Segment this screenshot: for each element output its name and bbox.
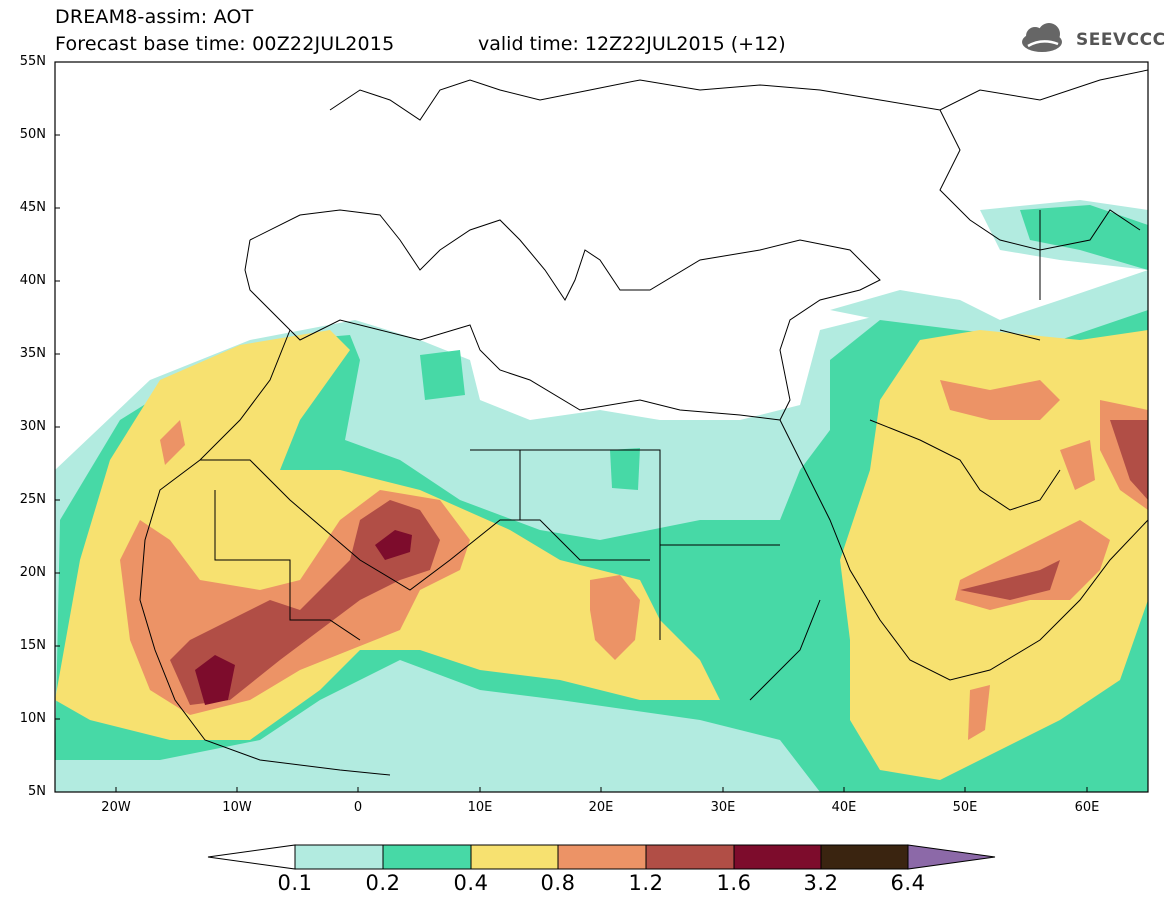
lon-label: 10E bbox=[467, 800, 493, 815]
aot-layer-1-6 bbox=[195, 530, 412, 705]
lat-label: 30N bbox=[19, 419, 46, 434]
lon-label: 0 bbox=[353, 800, 363, 815]
forecast-base-time: Forecast base time: 00Z22JUL2015 bbox=[55, 33, 395, 55]
colorbar-bin-5 bbox=[645, 844, 735, 870]
axis-ticks bbox=[55, 61, 1088, 793]
lon-label: 20W bbox=[101, 800, 131, 815]
chart-title: DREAM8-assim: AOT bbox=[55, 6, 254, 28]
cloud-logo-icon bbox=[1022, 23, 1062, 52]
colorbar-bin-6 bbox=[733, 844, 822, 870]
lat-label: 35N bbox=[19, 346, 46, 361]
colorbar-bin-7 bbox=[820, 844, 909, 870]
coastlines bbox=[139, 69, 1148, 776]
lon-label: 50E bbox=[952, 800, 978, 815]
colorbar-bin-3 bbox=[470, 844, 559, 870]
aot-layer-1-2 bbox=[170, 420, 1148, 705]
lat-label: 10N bbox=[19, 711, 46, 726]
colorbar-over-arrow bbox=[907, 844, 996, 870]
lat-label: 45N bbox=[19, 200, 46, 215]
colorbar-label: 0.4 bbox=[453, 871, 489, 895]
lat-label: 40N bbox=[19, 273, 46, 288]
colorbar-bin-1 bbox=[294, 844, 384, 870]
lon-label: 60E bbox=[1074, 800, 1100, 815]
lon-label: 40E bbox=[831, 800, 857, 815]
lon-label: 30E bbox=[710, 800, 736, 815]
lat-label: 55N bbox=[19, 54, 46, 69]
colorbar-label: 0.2 bbox=[365, 871, 401, 895]
lat-label: 15N bbox=[19, 638, 46, 653]
colorbar-label: 6.4 bbox=[890, 871, 926, 895]
colorbar bbox=[207, 844, 996, 870]
valid-time: valid time: 12Z22JUL2015 (+12) bbox=[478, 33, 786, 55]
lat-label: 25N bbox=[19, 492, 46, 507]
colorbar-bin-4 bbox=[557, 844, 647, 870]
lat-label: 20N bbox=[19, 565, 46, 580]
lon-label: 20E bbox=[588, 800, 614, 815]
colorbar-label: 0.1 bbox=[277, 871, 313, 895]
colorbar-bin-2 bbox=[382, 844, 472, 870]
logo-text: SEEVCCC bbox=[1076, 30, 1165, 50]
colorbar-label: 3.2 bbox=[803, 871, 839, 895]
colorbar-label: 1.2 bbox=[628, 871, 664, 895]
colorbar-under-arrow bbox=[207, 844, 296, 870]
lat-label: 50N bbox=[19, 127, 46, 142]
colorbar-label: 0.8 bbox=[540, 871, 576, 895]
colorbar-label: 1.6 bbox=[716, 871, 752, 895]
lat-label: 5N bbox=[28, 784, 46, 799]
lon-label: 10W bbox=[222, 800, 252, 815]
